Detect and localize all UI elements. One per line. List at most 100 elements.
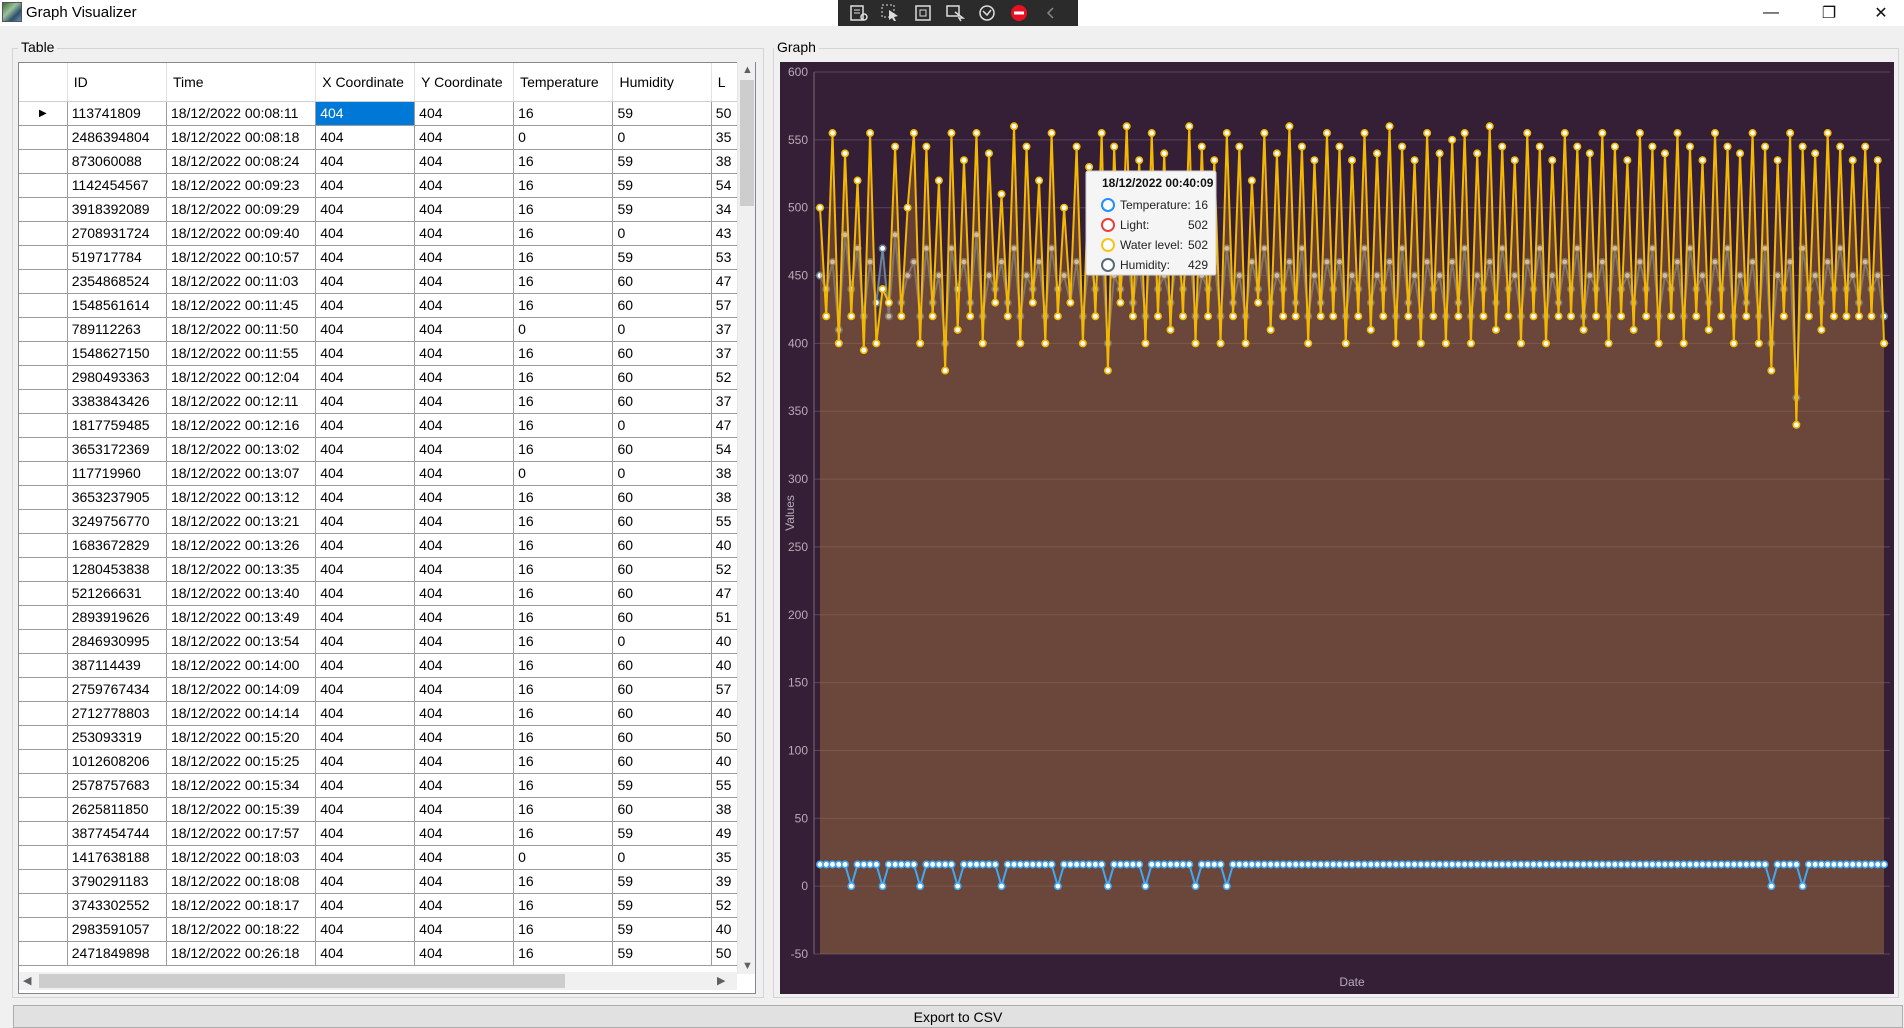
table-cell[interactable]: 18/12/2022 00:09:40 xyxy=(166,221,317,246)
table-cell[interactable]: 16 xyxy=(513,173,614,198)
table-cell[interactable]: 404 xyxy=(315,509,416,534)
table-cell[interactable]: 18/12/2022 00:13:07 xyxy=(166,461,317,486)
table-cell[interactable]: 3653172369 xyxy=(67,437,167,462)
data-point[interactable] xyxy=(1291,860,1300,869)
data-point[interactable] xyxy=(1072,142,1081,151)
table-row[interactable]: 1548561614 18/12/2022 00:11:45 404 404 16 60 5… xyxy=(19,293,755,318)
table-cell[interactable]: 404 xyxy=(315,461,416,486)
row-header[interactable] xyxy=(19,773,68,798)
data-point[interactable] xyxy=(828,129,837,138)
table-row[interactable]: 3877454744 18/12/2022 00:17:57 404 404 16 59 4… xyxy=(19,821,755,846)
data-point[interactable] xyxy=(928,860,937,869)
row-header[interactable] xyxy=(19,677,68,702)
data-point[interactable] xyxy=(1854,860,1863,869)
scroll-down-icon[interactable]: ▼ xyxy=(742,960,753,972)
data-point[interactable] xyxy=(872,860,881,869)
table-cell[interactable]: 404 xyxy=(414,725,515,750)
table-cell[interactable]: 16 xyxy=(513,485,614,510)
table-cell[interactable]: 1548561614 xyxy=(67,293,167,318)
data-point[interactable] xyxy=(1066,298,1075,307)
table-cell[interactable]: 2846930995 xyxy=(67,629,167,654)
table-cell[interactable]: 404 xyxy=(315,773,416,798)
data-point[interactable] xyxy=(1460,860,1469,869)
table-cell[interactable]: 404 xyxy=(414,893,515,918)
data-point[interactable] xyxy=(1510,156,1519,165)
data-point[interactable] xyxy=(1698,860,1707,869)
table-cell[interactable]: 18/12/2022 00:08:24 xyxy=(166,149,317,174)
data-point[interactable] xyxy=(1717,860,1726,869)
data-point[interactable] xyxy=(1685,860,1694,869)
row-header[interactable] xyxy=(19,245,68,270)
data-point[interactable] xyxy=(1260,860,1269,869)
table-row[interactable]: 3383843426 18/12/2022 00:12:11 404 404 16 60 3… xyxy=(19,389,755,414)
table-cell[interactable]: 404 xyxy=(414,197,515,222)
table-cell[interactable]: 16 xyxy=(513,101,614,126)
data-point[interactable] xyxy=(1135,156,1144,165)
table-cell[interactable]: 18/12/2022 00:18:22 xyxy=(166,917,317,942)
data-point[interactable] xyxy=(1060,860,1069,869)
data-point[interactable] xyxy=(909,860,918,869)
data-point[interactable] xyxy=(884,312,893,321)
data-point[interactable] xyxy=(1341,860,1350,869)
data-point[interactable] xyxy=(1623,271,1632,280)
data-point[interactable] xyxy=(1122,860,1131,869)
table-cell[interactable]: 59 xyxy=(612,149,712,174)
data-point[interactable] xyxy=(1754,860,1763,869)
row-header[interactable] xyxy=(19,869,68,894)
data-point[interactable] xyxy=(1867,860,1876,869)
data-point[interactable] xyxy=(1479,860,1488,869)
table-cell[interactable]: 18/12/2022 00:08:11 xyxy=(166,101,317,126)
data-point[interactable] xyxy=(1379,860,1388,869)
data-point[interactable] xyxy=(1260,129,1269,138)
data-point[interactable] xyxy=(1373,271,1382,280)
table-cell[interactable]: 16 xyxy=(513,509,614,534)
table-cell[interactable]: 404 xyxy=(414,173,515,198)
data-point[interactable] xyxy=(1823,129,1832,138)
data-point[interactable] xyxy=(841,860,850,869)
data-point[interactable] xyxy=(1204,312,1213,321)
table-cell[interactable]: 3653237905 xyxy=(67,485,167,510)
table-row[interactable]: 3653172369 18/12/2022 00:13:02 404 404 16 60 5… xyxy=(19,437,755,462)
data-point[interactable] xyxy=(1642,312,1651,321)
data-point[interactable] xyxy=(1748,860,1757,869)
data-point[interactable] xyxy=(1761,860,1770,869)
table-cell[interactable]: 60 xyxy=(612,749,712,774)
horizontal-scroll-thumb[interactable] xyxy=(39,974,565,988)
row-header[interactable] xyxy=(19,437,68,462)
table-cell[interactable]: 59 xyxy=(612,893,712,918)
data-point[interactable] xyxy=(1848,156,1857,165)
data-point[interactable] xyxy=(1435,860,1444,869)
table-cell[interactable]: 16 xyxy=(513,293,614,318)
data-point[interactable] xyxy=(1254,298,1263,307)
table-cell[interactable]: 2983591057 xyxy=(67,917,167,942)
data-point[interactable] xyxy=(1811,149,1820,158)
data-point[interactable] xyxy=(1179,860,1188,869)
data-point[interactable] xyxy=(1141,339,1150,348)
table-cell[interactable]: 59 xyxy=(612,245,712,270)
table-cell[interactable]: 404 xyxy=(414,797,515,822)
data-point[interactable] xyxy=(815,860,824,869)
data-point[interactable] xyxy=(1585,271,1594,280)
data-point[interactable] xyxy=(897,860,906,869)
data-point[interactable] xyxy=(1172,860,1181,869)
data-point[interactable] xyxy=(1598,860,1607,869)
row-header[interactable] xyxy=(19,629,68,654)
data-point[interactable] xyxy=(1567,312,1576,321)
data-point[interactable] xyxy=(1116,298,1125,307)
data-point[interactable] xyxy=(828,860,837,869)
data-point[interactable] xyxy=(1341,339,1350,348)
data-point[interactable] xyxy=(1861,860,1870,869)
data-point[interactable] xyxy=(1185,860,1194,869)
data-point[interactable] xyxy=(1210,156,1219,165)
data-point[interactable] xyxy=(1698,271,1707,280)
row-header[interactable] xyxy=(19,821,68,846)
data-point[interactable] xyxy=(1516,339,1525,348)
data-point[interactable] xyxy=(1804,312,1813,321)
data-point[interactable] xyxy=(1648,860,1657,869)
data-point[interactable] xyxy=(1542,339,1551,348)
data-point[interactable] xyxy=(1216,339,1225,348)
data-point[interactable] xyxy=(1854,312,1863,321)
table-cell[interactable]: 16 xyxy=(513,725,614,750)
table-cell[interactable]: 404 xyxy=(315,533,416,558)
data-point[interactable] xyxy=(1873,860,1882,869)
